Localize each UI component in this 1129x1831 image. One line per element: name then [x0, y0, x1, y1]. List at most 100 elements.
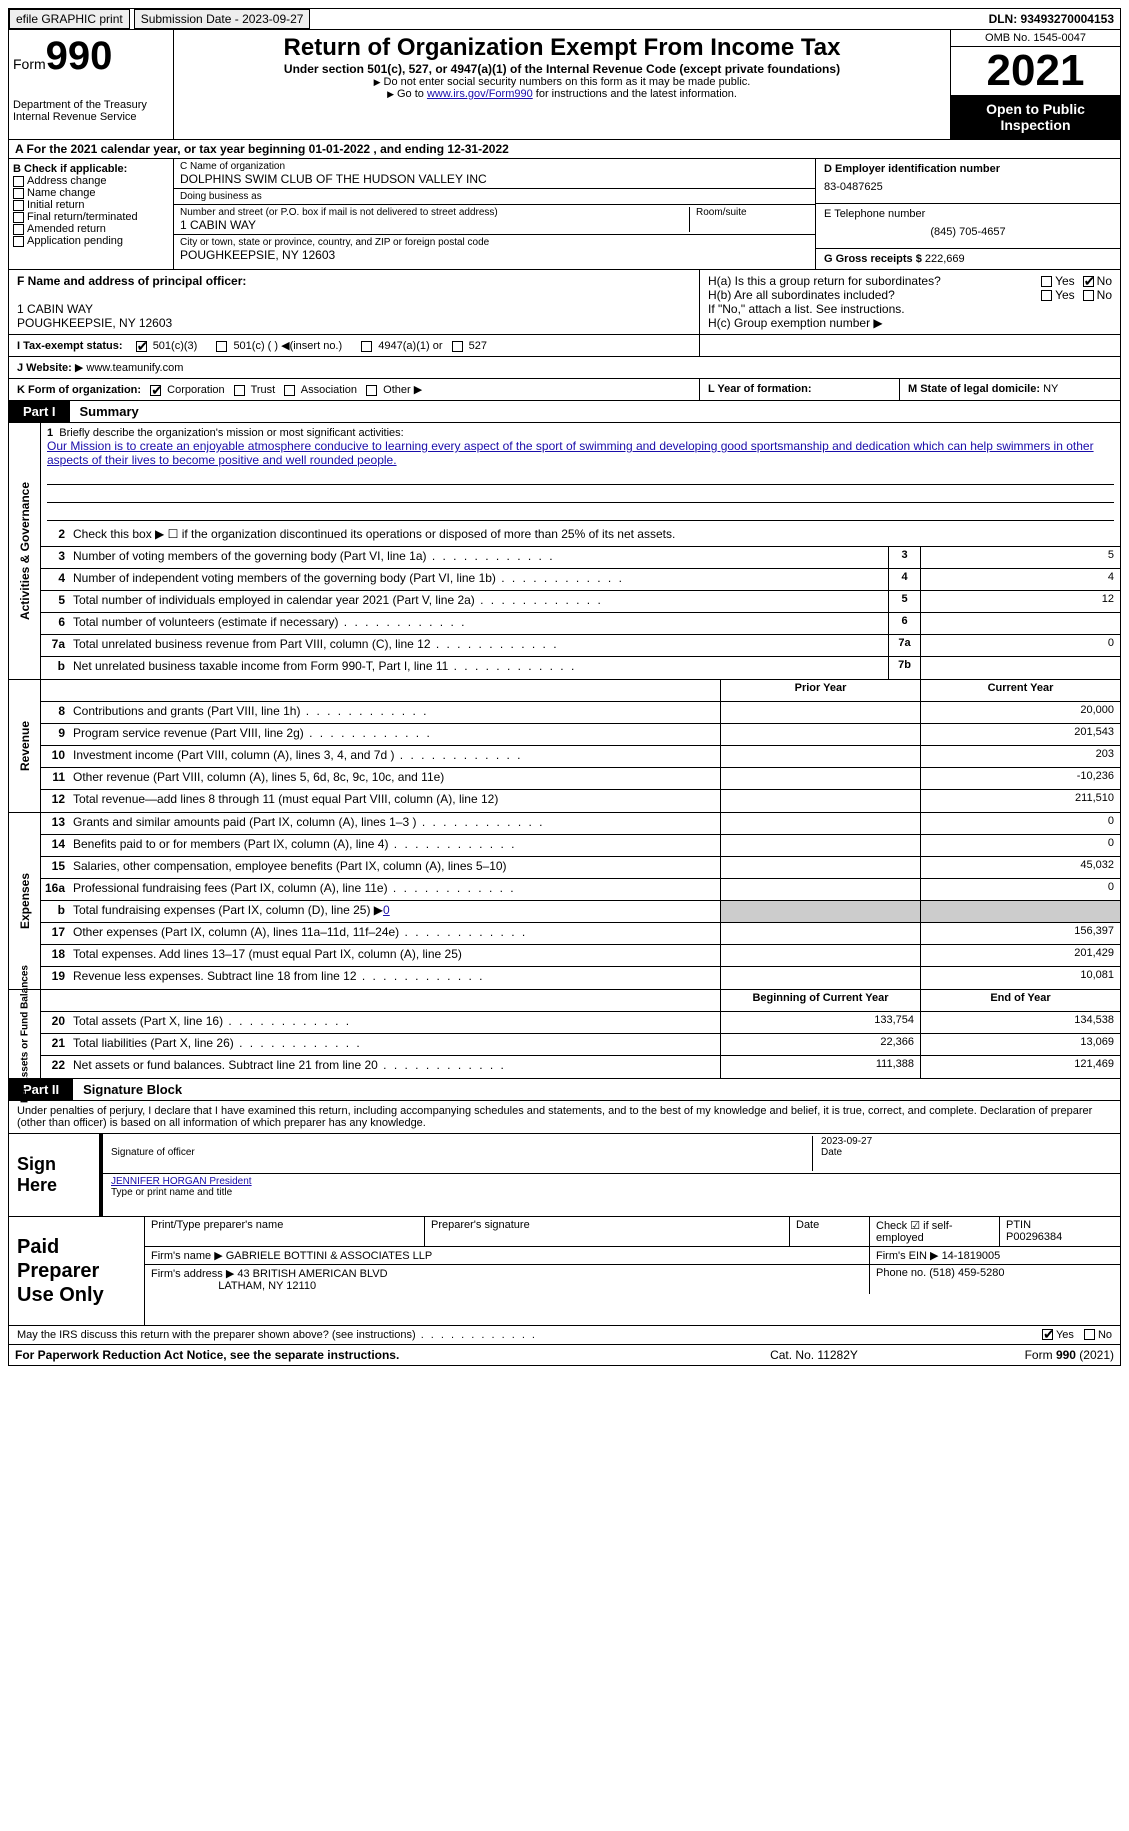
line-8-cy: 20,000 — [920, 702, 1120, 723]
form-title: Return of Organization Exempt From Incom… — [178, 34, 946, 62]
discuss-yes: Yes — [1056, 1329, 1074, 1341]
cbx-trust[interactable] — [234, 385, 245, 396]
line-16a-cy: 0 — [920, 879, 1120, 900]
cbx-hb-yes[interactable] — [1041, 290, 1052, 301]
cbx-ha-no[interactable] — [1083, 276, 1094, 287]
line-18: Total expenses. Add lines 13–17 (must eq… — [69, 945, 720, 966]
officer-addr2: POUGHKEEPSIE, NY 12603 — [17, 316, 691, 330]
discuss-no: No — [1098, 1329, 1112, 1341]
instr-post: for instructions and the latest informat… — [533, 88, 737, 100]
ssn-warning: Do not enter social security numbers on … — [178, 76, 946, 88]
lbl-final-return: Final return/terminated — [27, 211, 138, 223]
cbx-amended-return[interactable] — [13, 224, 24, 235]
firm-addr-label: Firm's address ▶ — [151, 1268, 234, 1280]
prep-date-label: Date — [796, 1219, 819, 1231]
page-footer: For Paperwork Reduction Act Notice, see … — [8, 1345, 1121, 1366]
line-21-cy: 13,069 — [920, 1034, 1120, 1055]
hdr-end-year: End of Year — [920, 990, 1120, 1011]
cbx-other[interactable] — [366, 385, 377, 396]
line-21: Total liabilities (Part X, line 26) — [69, 1034, 720, 1055]
opt-other: Other — [383, 384, 411, 396]
dba-label: Doing business as — [180, 191, 809, 202]
line-12: Total revenue—add lines 8 through 11 (mu… — [69, 790, 720, 812]
city-label: City or town, state or province, country… — [180, 237, 809, 248]
discuss-row: May the IRS discuss this return with the… — [9, 1325, 1120, 1344]
hdr-prior-year: Prior Year — [720, 680, 920, 701]
col-d-ein-phone: D Employer identification number 83-0487… — [815, 159, 1120, 269]
section-bcd: B Check if applicable: Address change Na… — [8, 159, 1121, 270]
line-14-cy: 0 — [920, 835, 1120, 856]
cbx-initial-return[interactable] — [13, 200, 24, 211]
footer-form: Form 990 (2021) — [1025, 1348, 1114, 1362]
cbx-final-return[interactable] — [13, 212, 24, 223]
prep-sig-label: Preparer's signature — [431, 1219, 530, 1231]
ptin-label: PTIN — [1006, 1219, 1031, 1231]
firm-phone: (518) 459-5280 — [929, 1267, 1004, 1279]
city-value: POUGHKEEPSIE, NY 12603 — [180, 248, 809, 262]
cbx-address-change[interactable] — [13, 176, 24, 187]
line-13-cy: 0 — [920, 813, 1120, 834]
line-22: Net assets or fund balances. Subtract li… — [69, 1056, 720, 1078]
cbx-527[interactable] — [452, 341, 463, 352]
omb-number: OMB No. 1545-0047 — [951, 30, 1120, 47]
gross-value: 222,669 — [925, 253, 965, 265]
line-9: Program service revenue (Part VIII, line… — [69, 724, 720, 745]
line-4-val: 4 — [920, 569, 1120, 590]
year-formation-label: L Year of formation: — [708, 383, 812, 395]
vtab-net-label: Net Assets or Fund Balances — [19, 965, 30, 1103]
prep-name-label: Print/Type preparer's name — [151, 1219, 283, 1231]
opt-assoc: Association — [301, 384, 357, 396]
row-a-pre: A For the 2021 calendar year, or tax yea… — [15, 142, 309, 156]
line-2: Check this box ▶ ☐ if the organization d… — [69, 525, 1120, 546]
line-6: Total number of volunteers (estimate if … — [69, 613, 888, 634]
row-f-h: F Name and address of principal officer:… — [8, 270, 1121, 335]
cbx-ha-yes[interactable] — [1041, 276, 1052, 287]
mission-text: Our Mission is to create an enjoyable at… — [47, 439, 1114, 467]
open-public-inspection: Open to Public Inspection — [951, 95, 1120, 139]
cbx-assoc[interactable] — [284, 385, 295, 396]
ein-label: D Employer identification number — [824, 163, 1112, 175]
line-19: Revenue less expenses. Subtract line 18 … — [69, 967, 720, 989]
cbx-discuss-no[interactable] — [1084, 1329, 1095, 1340]
line-3-val: 5 — [920, 547, 1120, 568]
row-klm: K Form of organization: Corporation Trus… — [8, 379, 1121, 401]
col-b-checkboxes: B Check if applicable: Address change Na… — [9, 159, 174, 269]
cbx-discuss-yes[interactable] — [1042, 1329, 1053, 1340]
efile-print-button[interactable]: efile GRAPHIC print — [9, 9, 130, 29]
line-11-cy: -10,236 — [920, 768, 1120, 789]
name-title-label: Type or print name and title — [111, 1187, 232, 1198]
part-1-num: Part I — [9, 401, 70, 422]
cbx-4947[interactable] — [361, 341, 372, 352]
instr-pre: Go to — [397, 88, 427, 100]
line-9-cy: 201,543 — [920, 724, 1120, 745]
cbx-application-pending[interactable] — [13, 236, 24, 247]
cbx-501c3[interactable] — [136, 341, 147, 352]
part-1-title: Summary — [70, 401, 1120, 422]
group-return-box: H(a) Is this a group return for subordin… — [700, 270, 1120, 334]
cbx-501c[interactable] — [216, 341, 227, 352]
form-subtitle: Under section 501(c), 527, or 4947(a)(1)… — [178, 62, 946, 76]
ptin-value: P00296384 — [1006, 1231, 1062, 1243]
officer-label: F Name and address of principal officer: — [17, 274, 691, 288]
ein-value: 83-0487625 — [824, 175, 1112, 199]
line-16b-val: 0 — [383, 903, 390, 917]
col-c-org-info: C Name of organization DOLPHINS SWIM CLU… — [174, 159, 815, 269]
opt-insert: (insert no.) — [290, 340, 343, 352]
line-16b-pre: Total fundraising expenses (Part IX, col… — [73, 903, 383, 917]
summary-net-assets: Net Assets or Fund Balances Beginning of… — [8, 990, 1121, 1079]
hc-label: H(c) Group exemption number — [708, 316, 870, 330]
firm-addr2: LATHAM, NY 12110 — [218, 1280, 316, 1292]
cbx-hb-no[interactable] — [1083, 290, 1094, 301]
line-7b-val — [920, 657, 1120, 679]
firm-name-label: Firm's name ▶ — [151, 1250, 223, 1262]
cbx-corp[interactable] — [150, 385, 161, 396]
cbx-name-change[interactable] — [13, 188, 24, 199]
vtab-activities-label: Activities & Governance — [18, 482, 32, 620]
opt-trust: Trust — [251, 384, 276, 396]
hb-label: H(b) Are all subordinates included? — [708, 288, 1041, 302]
col-b-title: B Check if applicable: — [13, 163, 169, 175]
vtab-net-assets: Net Assets or Fund Balances — [9, 990, 41, 1078]
vtab-revenue: Revenue — [9, 680, 41, 812]
firm-name: GABRIELE BOTTINI & ASSOCIATES LLP — [226, 1250, 432, 1262]
irs-form990-link[interactable]: www.irs.gov/Form990 — [427, 88, 533, 100]
